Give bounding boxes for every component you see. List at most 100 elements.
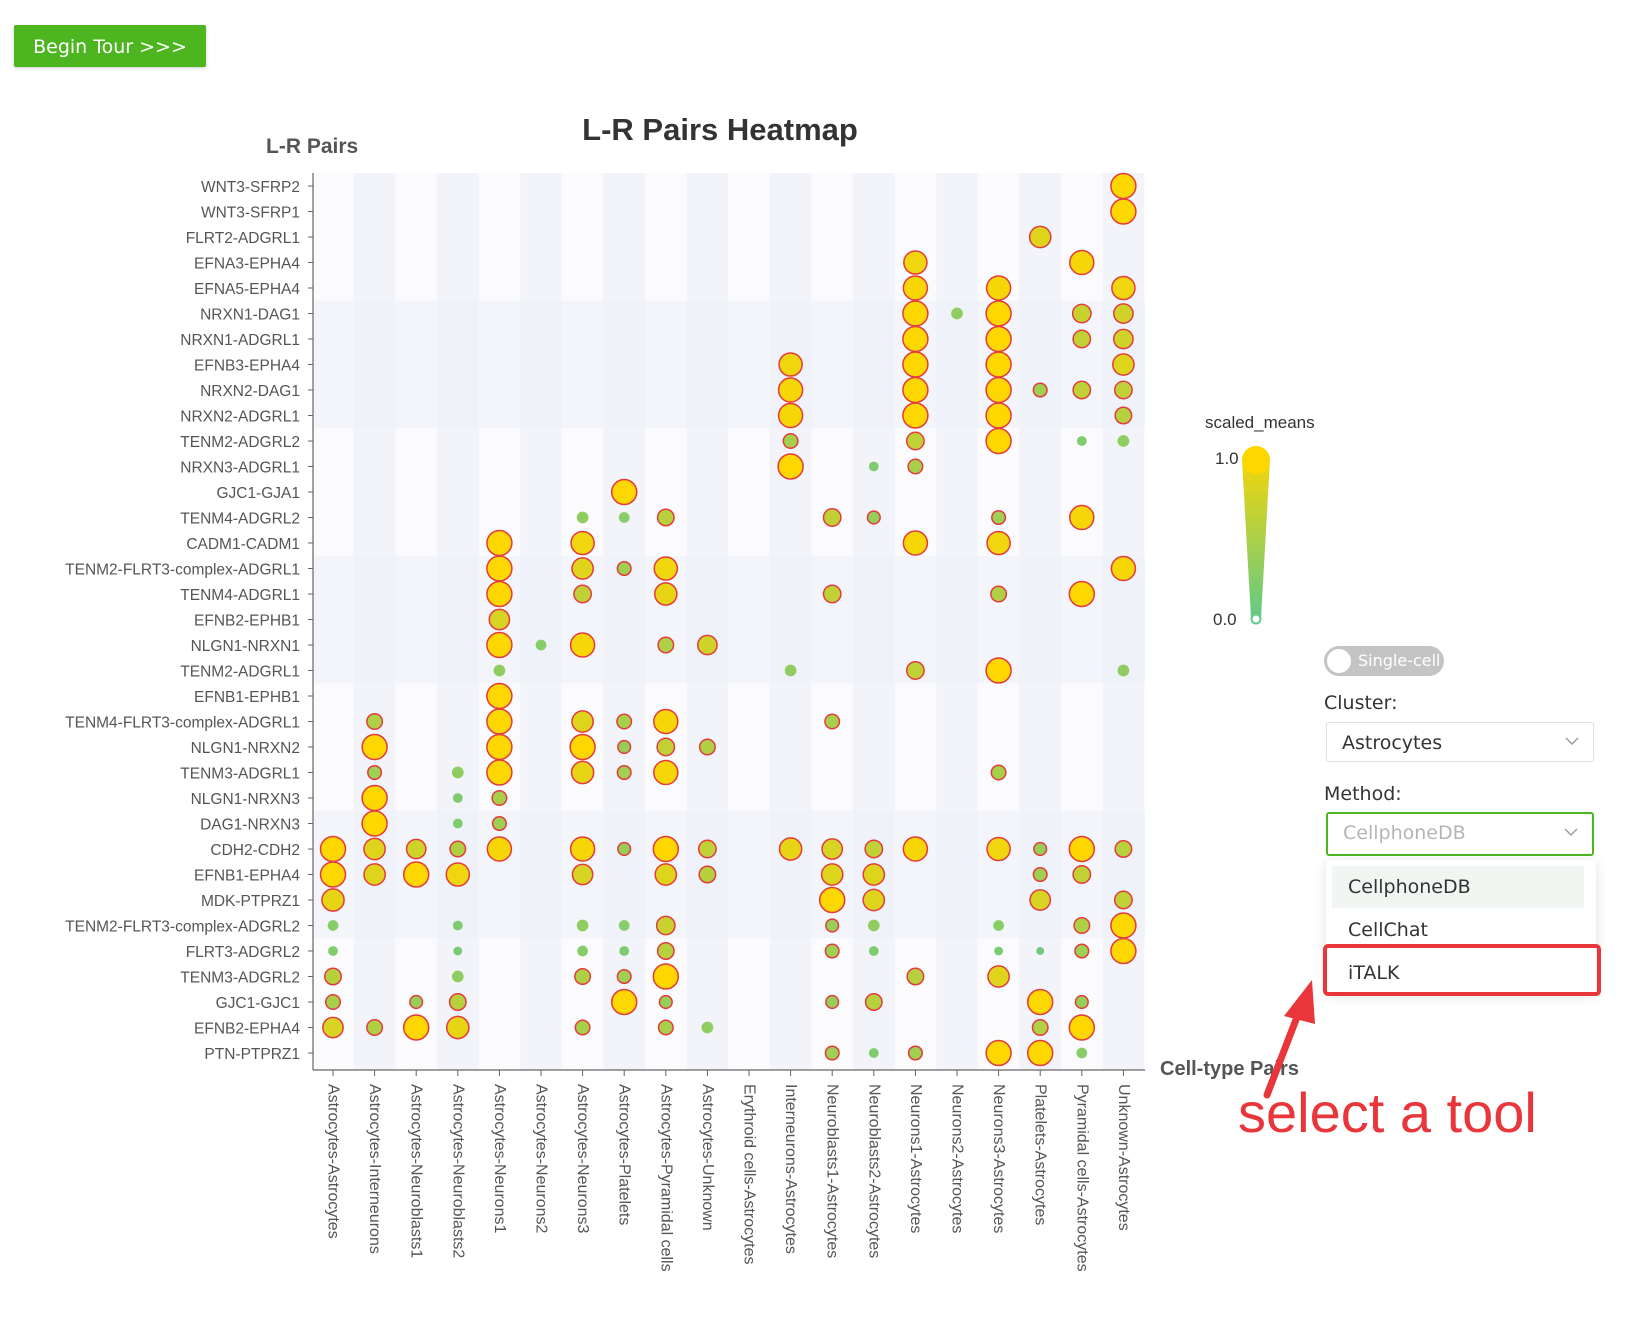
data-point[interactable]	[491, 815, 507, 832]
data-point[interactable]	[985, 325, 1012, 353]
data-point[interactable]	[985, 402, 1012, 429]
data-point[interactable]	[658, 994, 673, 1010]
data-point[interactable]	[569, 632, 596, 658]
data-point[interactable]	[656, 942, 675, 960]
data-point[interactable]	[864, 993, 883, 1011]
data-point[interactable]	[985, 657, 1012, 684]
data-point[interactable]	[1072, 865, 1092, 884]
data-point[interactable]	[1117, 664, 1130, 677]
data-point[interactable]	[571, 863, 594, 886]
data-point[interactable]	[1110, 937, 1137, 965]
data-point[interactable]	[402, 861, 430, 888]
data-point[interactable]	[864, 839, 884, 859]
data-point[interactable]	[409, 994, 424, 1010]
data-point[interactable]	[902, 402, 929, 429]
method-option-cellchat[interactable]: CellChat	[1348, 919, 1428, 941]
data-point[interactable]	[361, 733, 388, 761]
data-point[interactable]	[619, 946, 630, 956]
data-point[interactable]	[985, 1039, 1012, 1067]
data-point[interactable]	[1068, 835, 1096, 863]
data-point[interactable]	[453, 946, 463, 956]
data-point[interactable]	[1073, 917, 1091, 934]
data-point[interactable]	[486, 708, 513, 735]
data-point[interactable]	[402, 1014, 430, 1041]
data-point[interactable]	[570, 760, 595, 785]
data-point[interactable]	[361, 784, 388, 812]
data-point[interactable]	[652, 963, 680, 990]
data-point[interactable]	[1072, 329, 1092, 349]
data-point[interactable]	[571, 710, 594, 733]
data-point[interactable]	[657, 636, 675, 654]
data-point[interactable]	[655, 915, 676, 936]
data-point[interactable]	[1029, 889, 1052, 911]
data-point[interactable]	[493, 664, 506, 677]
data-point[interactable]	[902, 275, 929, 301]
data-point[interactable]	[610, 988, 638, 1016]
visual-map-slider[interactable]	[1240, 440, 1280, 626]
data-point[interactable]	[822, 508, 842, 527]
data-point[interactable]	[452, 920, 463, 931]
data-point[interactable]	[905, 431, 925, 451]
data-point[interactable]	[862, 863, 886, 886]
data-point[interactable]	[319, 835, 347, 863]
data-point[interactable]	[367, 764, 383, 781]
data-point[interactable]	[451, 766, 464, 779]
data-point[interactable]	[321, 888, 345, 912]
data-point[interactable]	[1113, 890, 1133, 910]
data-point[interactable]	[618, 512, 630, 523]
data-point[interactable]	[986, 530, 1011, 556]
visual-map-max-handle[interactable]	[1242, 446, 1270, 474]
data-point[interactable]	[697, 839, 717, 859]
data-point[interactable]	[486, 836, 513, 862]
data-point[interactable]	[1033, 841, 1048, 857]
data-point[interactable]	[491, 789, 508, 807]
data-point[interactable]	[1113, 328, 1134, 350]
data-point[interactable]	[486, 759, 513, 786]
data-point[interactable]	[486, 733, 513, 761]
data-point[interactable]	[324, 967, 342, 986]
method-option-cellphonedb[interactable]: CellphoneDB	[1332, 866, 1584, 908]
data-point[interactable]	[777, 453, 804, 480]
data-point[interactable]	[902, 300, 929, 327]
data-point[interactable]	[825, 994, 840, 1010]
data-point[interactable]	[653, 556, 679, 581]
data-point[interactable]	[653, 708, 679, 735]
data-point[interactable]	[1028, 225, 1052, 249]
data-point[interactable]	[993, 920, 1004, 931]
data-point[interactable]	[902, 351, 929, 378]
data-point[interactable]	[1068, 580, 1096, 608]
data-point[interactable]	[616, 968, 632, 985]
data-point[interactable]	[1110, 912, 1137, 939]
data-point[interactable]	[445, 862, 471, 887]
data-point[interactable]	[361, 810, 388, 837]
data-point[interactable]	[577, 945, 588, 957]
data-point[interactable]	[1112, 353, 1135, 376]
data-point[interactable]	[363, 837, 386, 861]
data-point[interactable]	[610, 478, 638, 506]
data-point[interactable]	[902, 530, 929, 556]
data-point[interactable]	[698, 738, 716, 756]
data-point[interactable]	[1113, 303, 1134, 324]
data-point[interactable]	[1068, 1014, 1096, 1041]
data-point[interactable]	[818, 886, 846, 914]
data-point[interactable]	[1036, 947, 1045, 955]
data-point[interactable]	[985, 300, 1012, 327]
data-point[interactable]	[951, 307, 963, 320]
data-point[interactable]	[574, 1019, 591, 1036]
data-point[interactable]	[576, 919, 589, 932]
data-point[interactable]	[782, 432, 799, 450]
data-point[interactable]	[322, 1016, 344, 1039]
data-point[interactable]	[778, 352, 803, 377]
data-point[interactable]	[656, 508, 675, 527]
single-cell-toggle[interactable]: Single-cell	[1324, 646, 1444, 676]
visual-map-min-handle[interactable]	[1250, 613, 1262, 625]
data-point[interactable]	[452, 818, 463, 829]
data-point[interactable]	[821, 838, 844, 860]
data-point[interactable]	[616, 764, 632, 781]
data-point[interactable]	[616, 713, 633, 730]
data-point[interactable]	[777, 402, 804, 429]
data-point[interactable]	[902, 836, 929, 862]
data-point[interactable]	[824, 713, 841, 730]
data-point[interactable]	[994, 946, 1004, 956]
data-point[interactable]	[903, 250, 928, 275]
